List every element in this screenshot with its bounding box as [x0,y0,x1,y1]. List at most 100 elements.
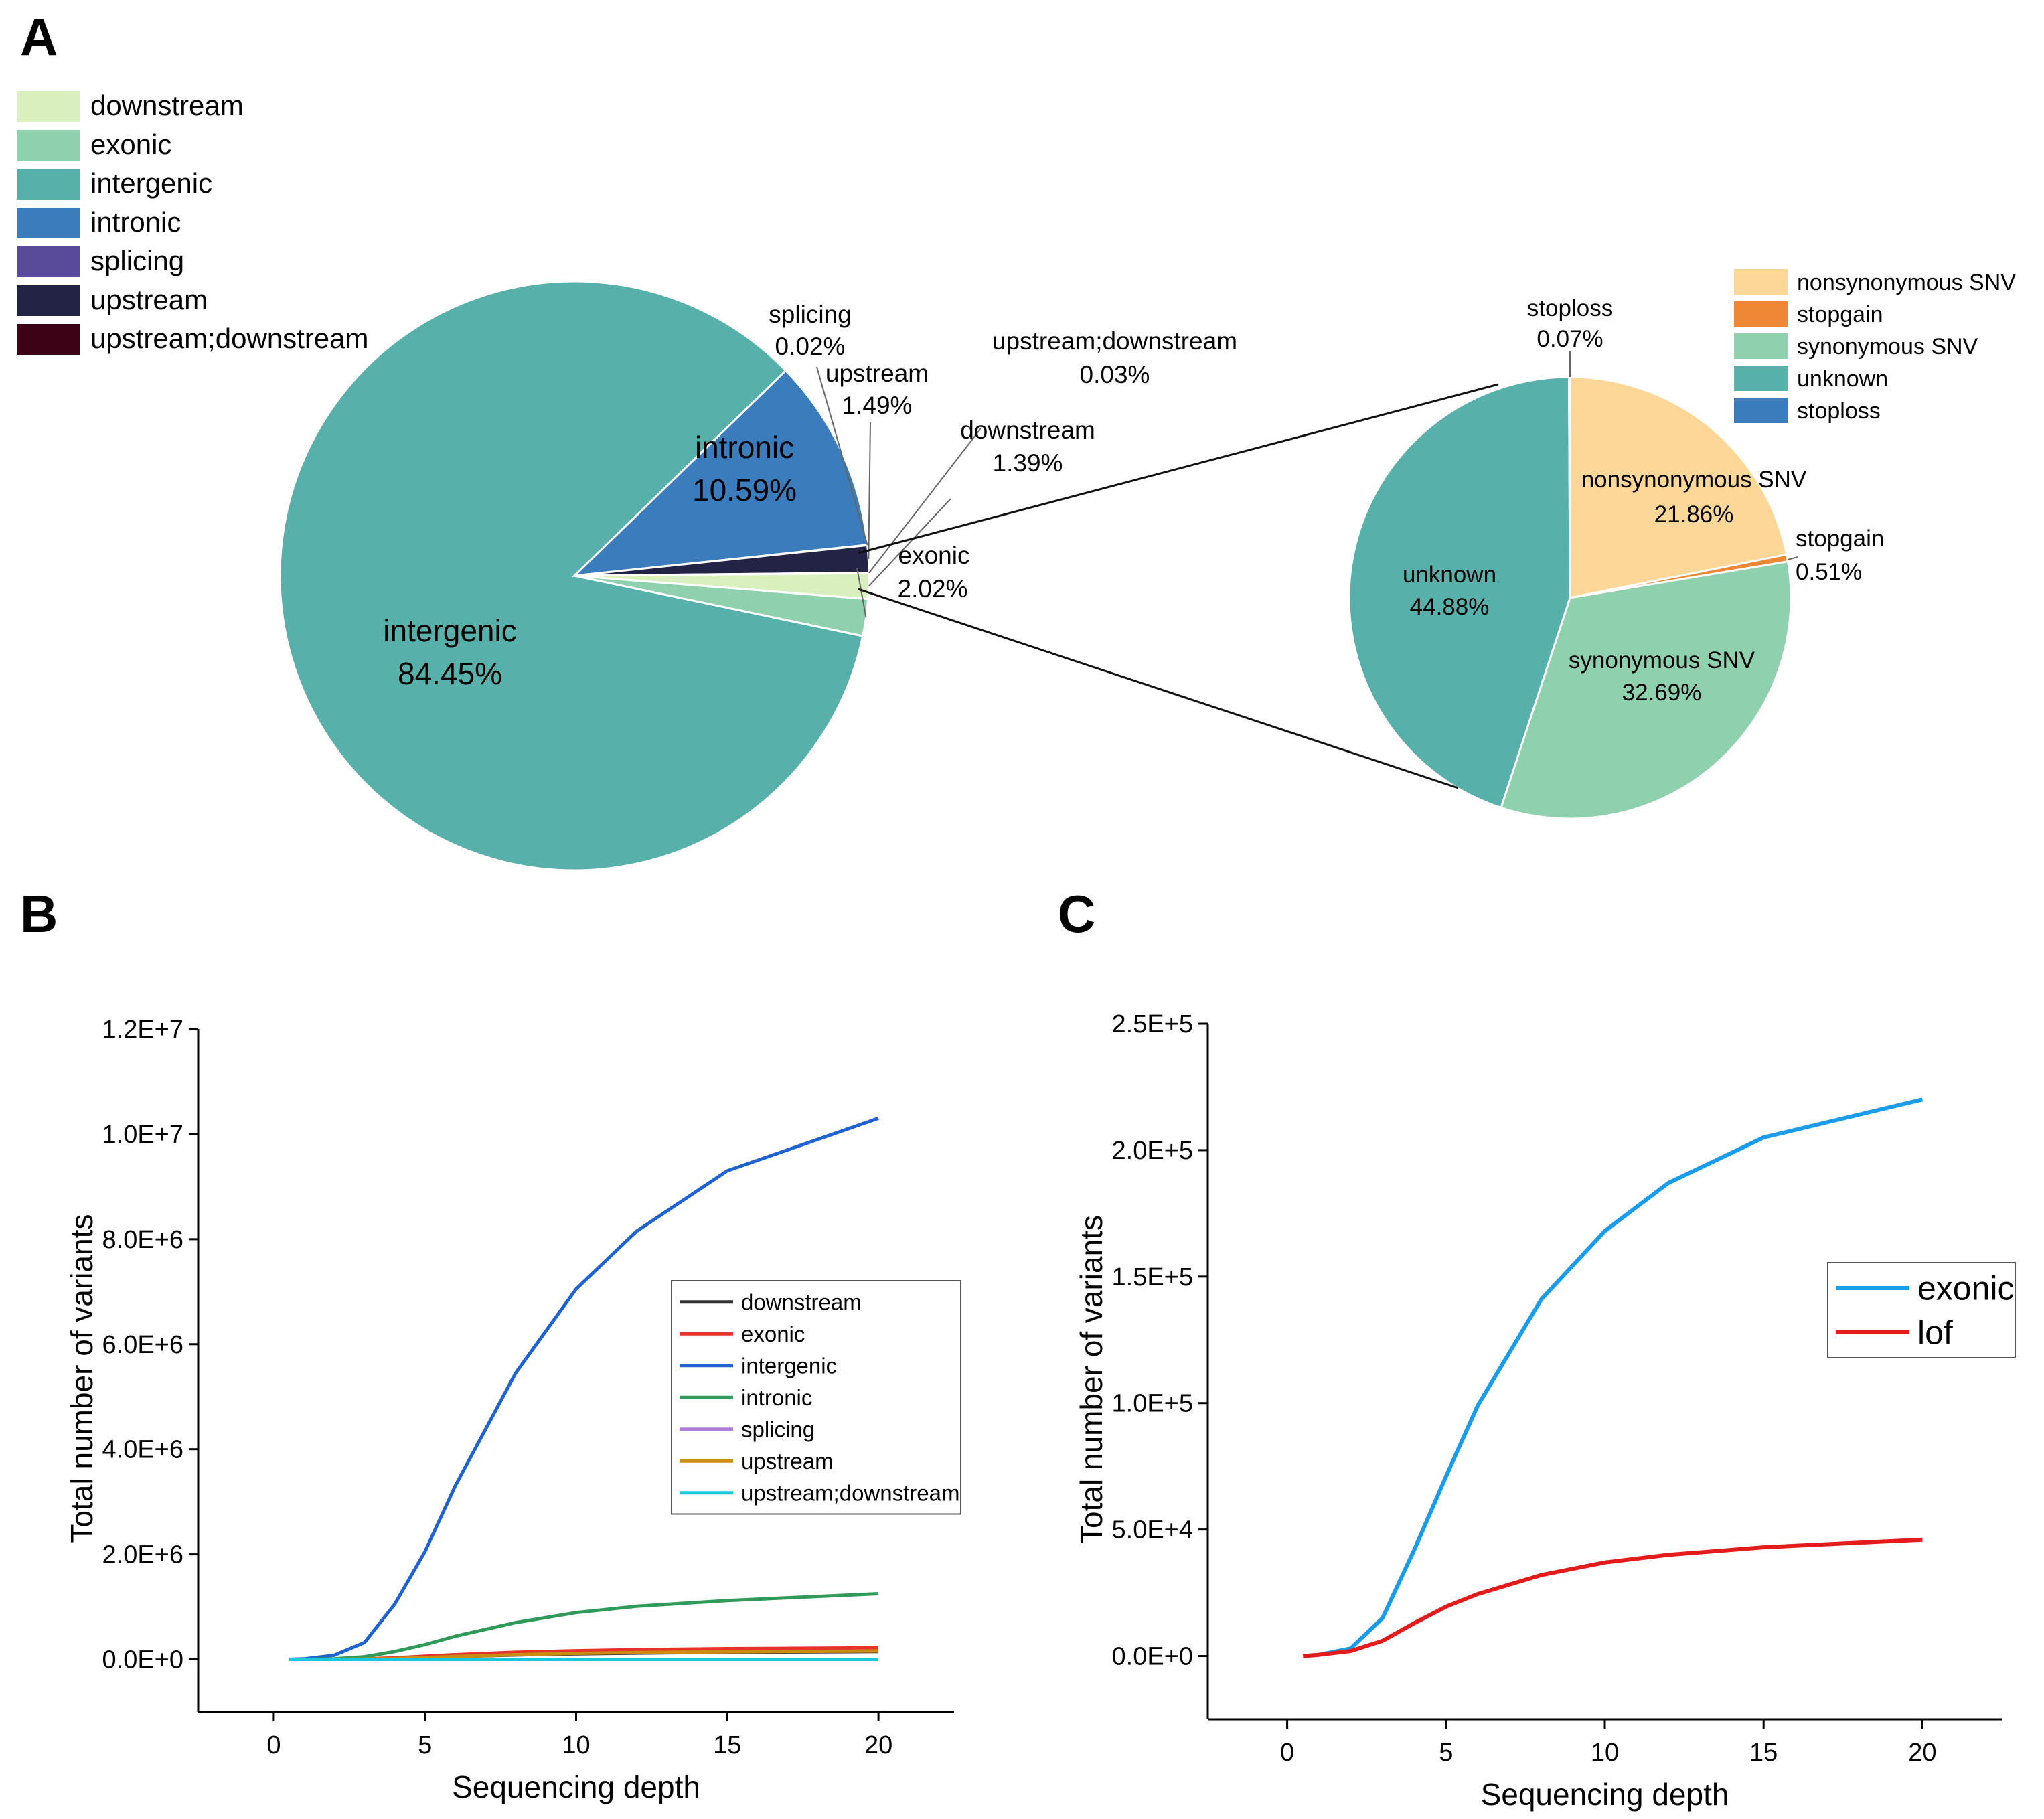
b-y-tick-label: 0.0E+0 [102,1646,184,1674]
slice-label-intronic: intronic [695,430,794,465]
b-legend-label-intergenic: intergenic [741,1353,837,1378]
legend-label-downstream: downstream [90,90,244,121]
b-legend-label-splicing: splicing [741,1417,815,1441]
main-pie-chart: intergenic 84.45% intronic 10.59% splicing 0.… [279,280,1237,872]
b-x-tick-label: 5 [418,1731,432,1759]
leader-line-upstream [868,421,871,559]
exonic-slice-label-unknown: unknown [1403,562,1496,588]
exonic-slice-unknown [1348,376,1571,809]
exonic-slice-pct-stopgain: 0.51% [1796,559,1862,585]
c-legend-label-lof: lof [1917,1314,1953,1352]
c-y-axis-label: Total number of variants [1074,1215,1109,1544]
exonic-slice-label-stoploss: stoploss [1527,295,1613,321]
exonic-legend-label-stopgain: stopgain [1797,302,1883,327]
exonic-legend-swatch-stoploss [1734,398,1788,423]
exonic-legend-swatch-synonymous-snv [1734,333,1788,359]
pie-connector-lines [858,383,1499,789]
leader-line-upstream-downstream [868,428,981,574]
c-x-tick-label: 20 [1908,1739,1936,1767]
exonic-leader-stopgain [1787,556,1798,560]
exonic-legend-swatch-unknown [1734,366,1788,391]
c-series-line-exonic [1303,1097,1923,1658]
slice-label-splicing: splicing [769,301,851,328]
b-x-tick-label: 20 [864,1731,892,1759]
b-y-tick-label: 1.2E+7 [102,1016,184,1044]
exonic-slice-pct-stoploss: 0.07% [1537,326,1603,352]
slice-pct-upstream: 1.49% [842,392,913,419]
b-series-line-intergenic [289,1117,879,1661]
leader-line-exonic [856,567,867,618]
c-y-tick-label: 1.0E+5 [1112,1390,1194,1418]
exonic-slice-label-stopgain: stopgain [1796,526,1884,552]
legend-swatch-upstream-downstream [17,324,80,355]
b-x-axis-label: Sequencing depth [452,1769,700,1804]
exonic-slice-pct-unknown: 44.88% [1410,594,1490,620]
main-pie-legend: downstream exonic intergenic intronic splici… [17,90,369,355]
legend-label-intergenic: intergenic [90,167,212,199]
c-x-tick-label: 5 [1439,1739,1453,1767]
pie-slice-intergenic [279,280,864,872]
legend-swatch-exonic [17,130,80,161]
connector-line-top [858,383,1499,554]
legend-label-splicing: splicing [90,245,184,276]
exonic-legend-swatch-stopgain [1734,301,1788,327]
b-x-tick-label: 0 [266,1731,281,1759]
c-x-tick-label: 15 [1749,1739,1778,1767]
b-legend-label-upstream: upstream [741,1449,834,1474]
slice-pct-intronic: 10.59% [692,473,797,507]
slice-pct-exonic: 2.02% [898,575,968,603]
legend-swatch-upstream [17,285,80,316]
panel-label-c: C [1058,884,1095,943]
exonic-pie-legend: nonsynonymous SNV stopgain synonymous SNV u… [1734,269,2016,424]
c-y-tick-label: 1.5E+5 [1112,1263,1194,1291]
leader-line-splicing [816,366,868,546]
c-x-tick-label: 0 [1280,1739,1294,1767]
panel-label-b: B [20,884,58,943]
slice-label-upstream-downstream: upstream;downstream [992,327,1237,355]
line-chart-b: 0.0E+0 2.0E+6 4.0E+6 6.0E+6 8.0E+6 1.0E+7 1.2E… [64,1016,961,1804]
exonic-slice-label-synonymous-snv: synonymous SNV [1569,647,1755,674]
b-legend-label-downstream: downstream [741,1289,862,1314]
exonic-legend-label-unknown: unknown [1797,366,1888,392]
exonic-slice-label-nonsynonymous-snv: nonsynonymous SNV [1581,467,1807,493]
c-series-line-lof [1303,1537,1923,1658]
b-x-tick-label: 10 [562,1731,590,1759]
legend-label-intronic: intronic [90,206,181,238]
exonic-slice-pct-synonymous-snv: 32.69% [1622,680,1702,706]
c-y-tick-label: 2.5E+5 [1112,1010,1194,1038]
legend-label-upstream-downstream: upstream;downstream [90,323,369,354]
legend-swatch-downstream [17,91,80,122]
b-x-tick-label: 15 [713,1731,741,1759]
b-y-tick-label: 6.0E+6 [102,1331,184,1359]
slice-pct-downstream: 1.39% [993,449,1063,477]
exonic-slice-nonsynonymous-snv [1569,376,1788,599]
c-y-tick-label: 2.0E+5 [1112,1137,1194,1165]
leader-line-downstream [868,498,951,587]
legend-label-exonic: exonic [90,129,171,160]
slice-label-upstream: upstream [826,360,929,387]
b-legend-label-upstream-downstream: upstream;downstream [741,1480,959,1505]
c-x-tick-label: 10 [1591,1739,1619,1767]
b-y-tick-label: 2.0E+6 [102,1541,184,1569]
exonic-legend-label-synonymous-snv: synonymous SNV [1797,334,1978,360]
exonic-legend-swatch-nonsynonymous-snv [1734,269,1788,295]
slice-label-intergenic: intergenic [383,613,516,648]
legend-swatch-splicing [17,246,80,277]
slice-pct-intergenic: 84.45% [398,656,502,691]
exonic-slice-pct-nonsynonymous-snv: 21.86% [1654,501,1734,528]
slice-pct-splicing: 0.02% [775,333,846,360]
c-legend-box [1827,1262,2016,1358]
c-legend-label-exonic: exonic [1917,1270,2015,1308]
b-y-axis-label: Total number of variants [64,1214,99,1543]
b-legend-label-intronic: intronic [741,1385,812,1410]
c-y-tick-label: 5.0E+4 [1112,1516,1194,1545]
exonic-pie-chart: nonsynonymous SNV 21.86% synonymous SNV 32.… [1348,295,1884,820]
legend-label-upstream: upstream [90,284,208,315]
line-chart-c: 0.0E+0 5.0E+4 1.0E+5 1.5E+5 2.0E+5 2.5E+5 0 5 10… [1074,1010,2016,1812]
exonic-legend-label-nonsynonymous-snv: nonsynonymous SNV [1797,270,2016,295]
slice-label-downstream: downstream [960,416,1095,444]
legend-swatch-intergenic [17,169,80,200]
exonic-slice-stoploss [1568,376,1571,599]
slice-label-exonic: exonic [898,542,970,569]
b-y-tick-label: 8.0E+6 [102,1226,184,1254]
